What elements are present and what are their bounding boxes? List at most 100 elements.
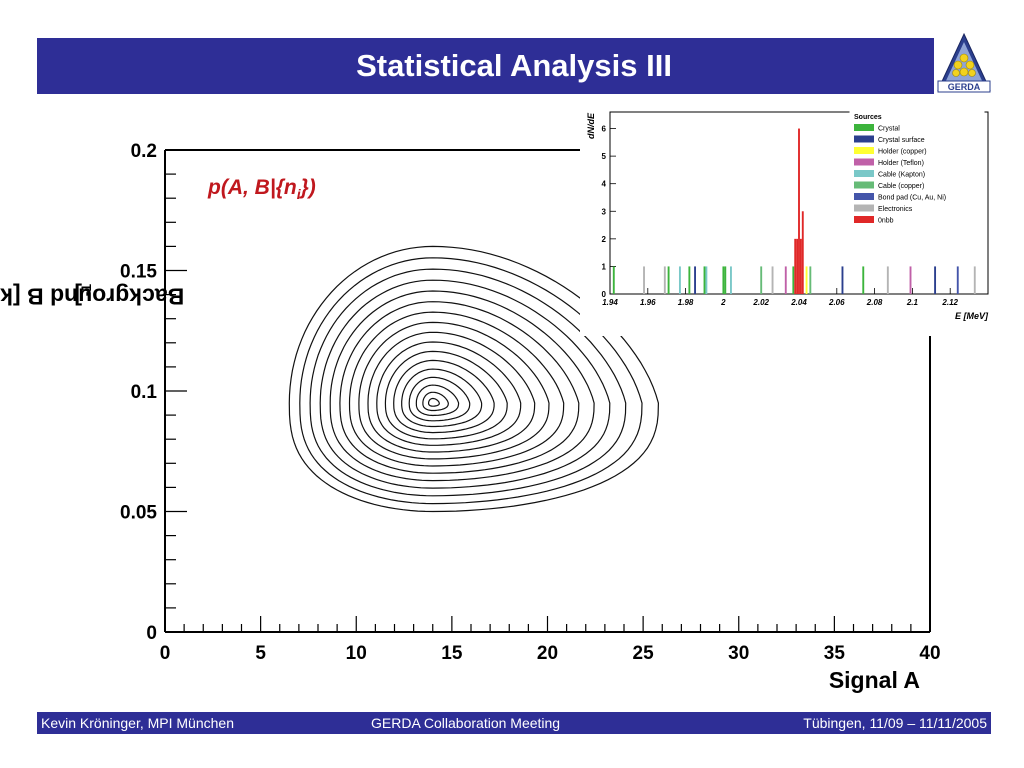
legend-swatch xyxy=(854,124,874,131)
inset-x-tick-label: 2 xyxy=(720,298,726,307)
inset-y-tick-label: 6 xyxy=(602,125,607,134)
inset-bar xyxy=(688,266,691,294)
x-tick-label: 0 xyxy=(160,643,171,664)
legend-entry: Holder (copper) xyxy=(878,149,927,156)
legend-entry: Electronics xyxy=(878,206,913,213)
legend-swatch xyxy=(854,135,874,143)
inset-y-tick-label: 2 xyxy=(602,235,607,244)
x-tick-label: 30 xyxy=(728,643,749,664)
footer-author: Kevin Kröninger, MPI München xyxy=(41,715,234,731)
inset-y-tick-label: 1 xyxy=(602,262,607,271)
contour-line xyxy=(367,331,536,453)
slide-title: Statistical Analysis III xyxy=(356,48,672,83)
footer-location-date: Tübingen, 11/09 – 11/11/2005 xyxy=(803,715,987,731)
legend-title: Sources xyxy=(854,114,882,121)
legend-swatch xyxy=(854,204,874,212)
inset-bar xyxy=(705,266,708,294)
contour-line xyxy=(428,397,440,407)
inset-y-tick-label: 3 xyxy=(602,207,607,216)
inset-bar xyxy=(973,266,976,294)
x-tick-label: 5 xyxy=(255,643,266,664)
footer-meeting: GERDA Collaboration Meeting xyxy=(371,715,561,731)
inset-x-tick-label: 2.1 xyxy=(906,298,919,307)
inset-bar xyxy=(799,238,802,294)
contour-line xyxy=(339,301,580,474)
legend-entry: Bond pad (Cu, Au, Ni) xyxy=(878,195,946,202)
legend-entry: Cable (Kapton) xyxy=(878,172,925,179)
legend-entry: Crystal xyxy=(878,126,900,133)
legend-swatch xyxy=(854,147,874,154)
contour-line xyxy=(358,321,550,460)
inset-bar xyxy=(663,266,666,294)
inset-bar xyxy=(667,266,670,294)
inset-y-tick-label: 0 xyxy=(602,290,607,299)
footer-bar: Kevin Kröninger, MPI München GERDA Colla… xyxy=(37,712,991,734)
legend-swatch xyxy=(854,170,874,177)
inset-x-tick-label: 2.12 xyxy=(941,298,958,307)
contour-line xyxy=(348,311,565,467)
contour-line xyxy=(299,257,643,505)
inset-bar xyxy=(796,238,799,294)
legend-entry: Cable (copper) xyxy=(878,183,924,190)
y-tick-label: 0.2 xyxy=(131,141,157,162)
legend-entry: Crystal surface xyxy=(878,137,925,144)
inset-y-label: dN/dE xyxy=(586,112,596,139)
contour-line xyxy=(319,279,611,489)
legend-swatch xyxy=(854,193,874,200)
inset-bar xyxy=(801,211,804,294)
x-tick-label: 10 xyxy=(346,643,367,664)
inset-bar xyxy=(643,266,645,294)
inset-bar xyxy=(934,266,937,294)
contour-line xyxy=(401,368,483,428)
contour-line xyxy=(384,350,508,440)
y-tick-label: 0 xyxy=(146,623,157,644)
x-tick-label: 35 xyxy=(824,643,846,664)
legend-entry: Holder (Teflon) xyxy=(878,160,924,167)
x-tick-label: 20 xyxy=(537,643,558,664)
axis-ticks xyxy=(164,149,931,633)
y-tick-label: 0.05 xyxy=(120,503,157,524)
x-axis-label: Signal A xyxy=(828,667,920,693)
logo-text: GERDA xyxy=(948,82,981,92)
inset-y-tick-label: 4 xyxy=(602,180,607,189)
inset-bar xyxy=(722,266,725,294)
gerda-logo: GERDA xyxy=(934,30,994,94)
contour-line xyxy=(288,245,660,513)
inset-x-tick-label: 2.02 xyxy=(752,298,769,307)
inset-bar xyxy=(678,266,681,294)
inset-bar xyxy=(798,128,800,294)
inset-bar xyxy=(809,266,812,294)
contour-line xyxy=(415,384,460,417)
contour-line xyxy=(408,376,471,422)
inset-bar xyxy=(792,266,795,294)
inset-bar xyxy=(956,266,959,294)
inset-x-label: E [MeV] xyxy=(955,311,989,321)
legend-swatch xyxy=(854,216,874,223)
legend-swatch xyxy=(854,158,874,166)
inset-bar xyxy=(771,266,774,294)
inset-x-tick-label: 1.98 xyxy=(678,298,694,307)
inset-bar xyxy=(784,266,787,294)
contour-line xyxy=(376,341,522,446)
inset-x-tick-label: 2.04 xyxy=(790,298,807,307)
title-bar: Statistical Analysis III xyxy=(37,38,991,94)
inset-legend: Sources Crystal Crystal surface Holder (cop… xyxy=(849,109,985,229)
inset-bar xyxy=(612,266,615,294)
inset-bar xyxy=(909,266,912,294)
inset-bars xyxy=(612,128,976,294)
inset-bar xyxy=(841,266,844,294)
inset-x-tick-label: 1.94 xyxy=(602,298,618,307)
spectrum-inset: 0 1 2 3 4 5 6 1.94 1.96 1.98 2 2.02 2.04 2.06 2.08 2.1 2… xyxy=(580,104,994,336)
inset-y-tick-label: 5 xyxy=(602,152,607,161)
tick-labels: 00.050.10.150.20 5 10 15 20 25 30 35 40 xyxy=(120,141,941,664)
contour-line xyxy=(393,359,495,434)
inset-bar xyxy=(794,238,797,294)
legend-entry: 0nbb xyxy=(878,218,894,225)
x-tick-label: 15 xyxy=(441,643,463,664)
contour-line xyxy=(329,290,595,482)
inset-bar xyxy=(862,266,865,294)
contour-line xyxy=(422,391,449,412)
inset-x-tick-label: 2.08 xyxy=(866,298,883,307)
legend-swatch xyxy=(854,181,874,189)
